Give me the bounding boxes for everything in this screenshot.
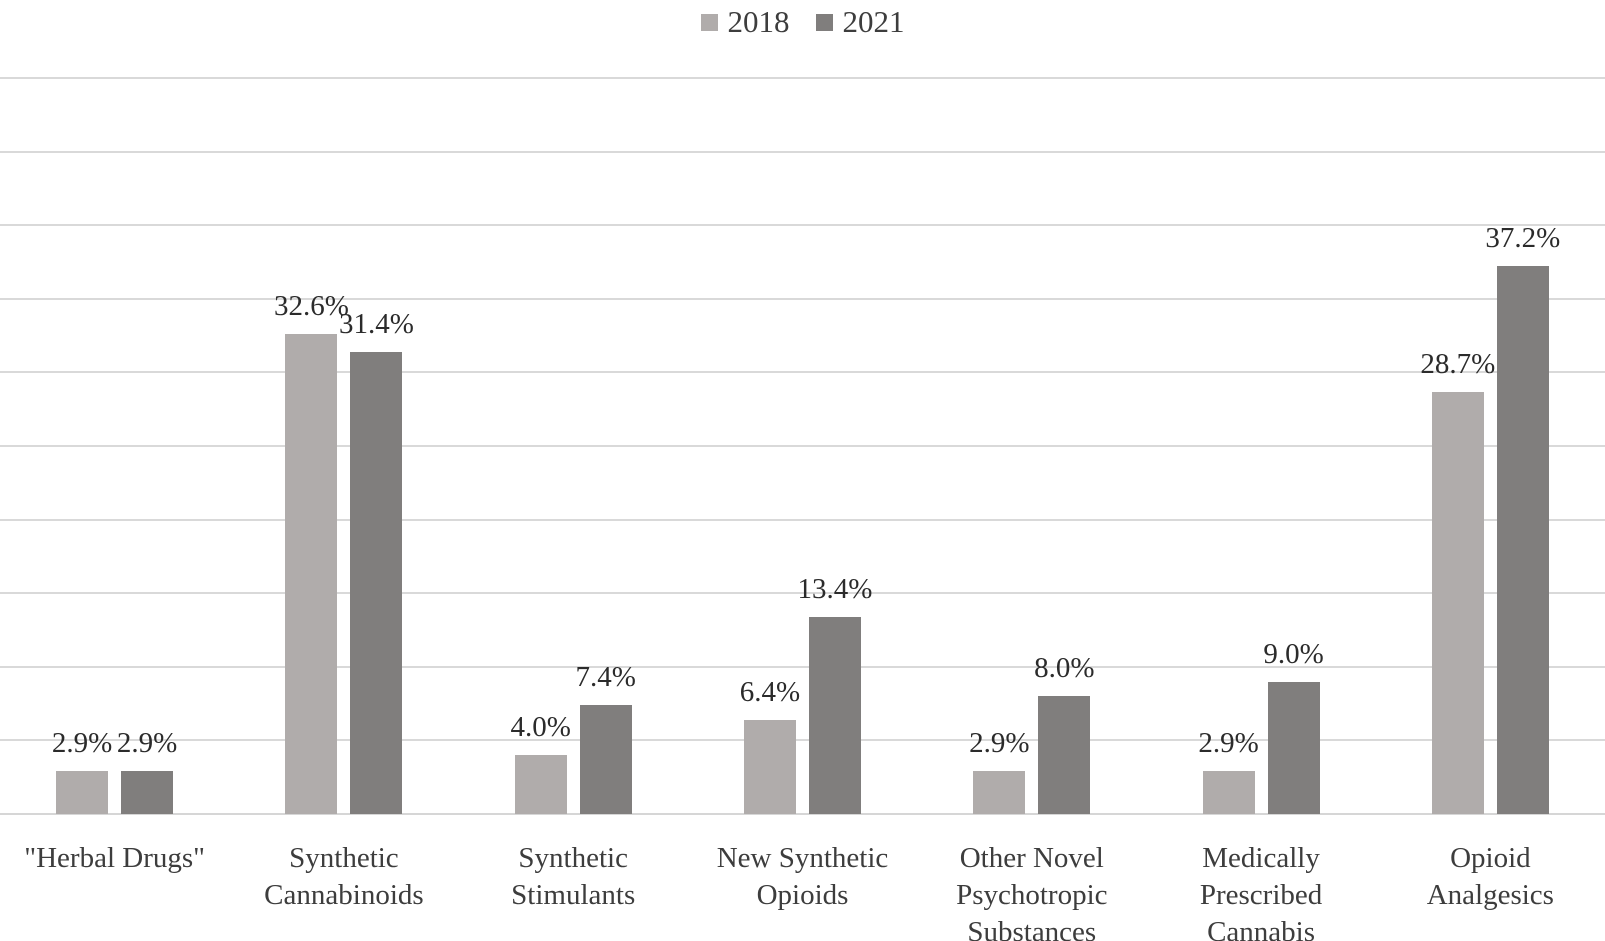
bar-2018-category-5 — [973, 771, 1026, 814]
bar-2021-category-2 — [350, 351, 403, 814]
category-label-7: Opioid Analgesics — [1426, 842, 1554, 911]
legend: 2018 2021 — [0, 2, 1605, 42]
category-label-3: Synthetic Stimulants — [511, 842, 636, 911]
data-label-2018-category-2: 32.6% — [273, 290, 349, 323]
data-label-2021-category-6: 9.0% — [1263, 637, 1324, 670]
gridline-5pct — [0, 739, 1605, 742]
data-label-2021-category-7: 37.2% — [1485, 222, 1561, 255]
gridline-40pct — [0, 224, 1605, 227]
legend-label-2018: 2018 — [727, 4, 790, 39]
bar-2018-category-2 — [285, 334, 338, 814]
gridline-50pct — [0, 77, 1605, 79]
category-label-4: New Synthetic Opioids — [716, 842, 889, 911]
bar-2021-category-7 — [1496, 266, 1549, 814]
bar-2021-category-4 — [809, 616, 861, 814]
bar-2021-category-5 — [1038, 696, 1091, 814]
data-label-2021-category-1: 2.9% — [116, 727, 178, 760]
bar-2018-category-4 — [744, 719, 796, 814]
category-label-1: "Herbal Drugs" — [24, 842, 205, 874]
gridline-30pct — [0, 371, 1605, 374]
data-label-2021-category-5: 8.0% — [1034, 652, 1095, 685]
gridline-25pct — [0, 445, 1605, 447]
bar-2021-category-1 — [121, 771, 174, 814]
x-axis-line — [0, 813, 1605, 815]
legend-swatch-2021-icon — [815, 13, 833, 31]
gridline-45pct — [0, 150, 1605, 153]
gridline-20pct — [0, 518, 1605, 521]
bar-2021-category-6 — [1267, 681, 1320, 814]
legend-item-2021: 2021 — [815, 4, 905, 40]
category-label-2: Synthetic Cannabinoids — [264, 842, 424, 911]
bar-2018-category-3 — [514, 755, 567, 814]
category-label-6: Medically Prescribed Cannabis — [1199, 842, 1323, 941]
bar-2018-category-6 — [1202, 771, 1255, 814]
legend-label-2021: 2021 — [842, 4, 905, 39]
gridline-15pct — [0, 592, 1605, 595]
bar-2021-category-3 — [579, 705, 632, 814]
legend-swatch-2018-icon — [700, 13, 718, 31]
gridline-35pct — [0, 297, 1605, 300]
category-label-5: Other Novel Psychotropic Substances — [956, 842, 1108, 941]
data-label-2021-category-4: 13.4% — [797, 572, 873, 605]
legend-item-2018: 2018 — [700, 4, 790, 40]
bar-2018-category-7 — [1431, 391, 1484, 814]
gridline-10pct — [0, 665, 1605, 668]
data-label-2018-category-1: 2.9% — [51, 727, 113, 760]
bar-2018-category-1 — [56, 771, 109, 814]
